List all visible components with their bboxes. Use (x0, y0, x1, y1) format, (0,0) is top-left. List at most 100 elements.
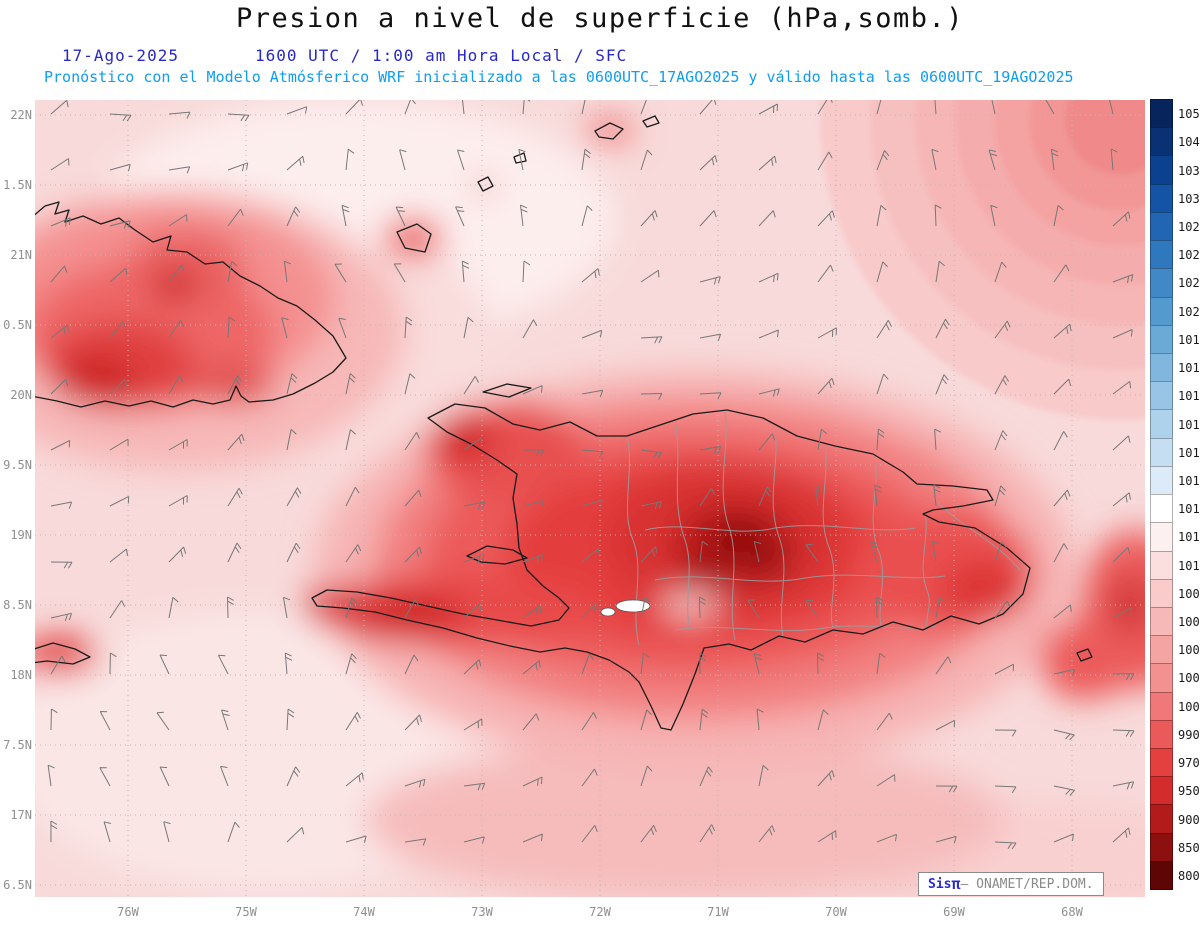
wind-barb (1112, 546, 1131, 563)
wind-barb (168, 214, 188, 227)
wind-barb (1053, 431, 1068, 451)
wind-barb (875, 596, 883, 619)
wind-barb (168, 375, 184, 395)
pressure-map-canvas (35, 100, 1145, 897)
lat-tick-label: 0.5N (3, 318, 32, 332)
wind-barb (817, 210, 835, 227)
watermark-sis: Sis (928, 876, 952, 892)
colorbar-swatch (1150, 606, 1173, 637)
wind-barb (286, 155, 305, 171)
colorbar-swatch (1150, 211, 1173, 242)
wind-barb (168, 166, 191, 174)
colorbar-value: 1019 (1178, 332, 1200, 347)
colorbar-value: 1015 (1178, 445, 1200, 460)
wind-barb (758, 825, 776, 843)
wind-barb (404, 373, 416, 395)
colorbar-row: 1014 (1150, 465, 1200, 496)
wind-barb (345, 835, 367, 843)
wind-barb (286, 766, 301, 787)
wind-barb (876, 428, 885, 451)
colorbar-value: 850 (1178, 840, 1200, 855)
wind-barb (404, 714, 422, 731)
wind-barb (699, 708, 709, 731)
wind-barb (1112, 781, 1135, 790)
wind-barb (640, 765, 653, 787)
forecast-time: 1600 UTC / 1:00 am Hora Local / SFC (255, 46, 628, 65)
wind-barb (876, 320, 892, 339)
wind-barb (817, 327, 837, 339)
wind-barb (581, 389, 604, 398)
lon-tick-label: 71W (707, 905, 729, 919)
wind-barb (581, 449, 604, 458)
wind-barb (640, 449, 663, 459)
wind-barb (994, 785, 1017, 794)
wind-barb (522, 449, 545, 457)
wind-barb (404, 838, 427, 846)
wind-barb (227, 375, 242, 395)
colorbar-row: 1015 (1150, 437, 1200, 467)
wind-barb (455, 206, 465, 227)
watermark-org: — ONAMET/REP.DOM. (960, 876, 1094, 892)
wind-barb (1112, 381, 1132, 395)
wind-barb (156, 711, 170, 731)
wind-barb (994, 375, 1010, 395)
wind-barb (463, 603, 482, 619)
colorbar-row: 1030 (1150, 183, 1200, 213)
colorbar-value: 900 (1178, 812, 1200, 827)
wind-barb (457, 149, 465, 171)
colorbar-value: 1016 (1178, 417, 1200, 432)
wind-barb (994, 841, 1017, 850)
wind-barb (404, 778, 426, 788)
forecast-date: 17-Ago-2025 (62, 46, 179, 65)
wind-barb (99, 711, 111, 731)
colorbar-swatch (1150, 296, 1173, 326)
lat-tick-label: 6.5N (3, 878, 32, 892)
wind-barb (581, 100, 586, 115)
wind-barb (109, 220, 131, 229)
wind-barb (581, 768, 598, 787)
wind-barb (522, 713, 540, 731)
wind-barb (1112, 435, 1131, 451)
lake-small (600, 607, 616, 617)
colorbar-swatch (1150, 352, 1173, 383)
lat-tick-label: 1.5N (3, 178, 32, 192)
wind-barb (994, 485, 1006, 507)
colorbar-value: 990 (1178, 727, 1200, 742)
wind-barb (284, 652, 293, 675)
colorbar-value: 1013 (1178, 502, 1200, 517)
wind-barb (935, 260, 945, 283)
colorbar-value: 950 (1178, 784, 1200, 799)
wind-barb (522, 100, 531, 115)
lat-tick-label: 18N (10, 668, 32, 682)
wind-barb (286, 542, 301, 563)
wind-barb (934, 204, 942, 227)
colorbar-swatch (1150, 99, 1173, 129)
colorbar-row: 1040 (1150, 127, 1200, 157)
wind-barb (876, 100, 882, 115)
wind-barb (109, 113, 132, 122)
wind-barb (699, 652, 707, 675)
wind-barb (699, 445, 722, 454)
wind-barb (404, 654, 419, 675)
lon-tick-label: 69W (943, 905, 965, 919)
wind-barb (522, 605, 542, 619)
wind-barb (1112, 274, 1134, 284)
colorbar-row: 990 (1150, 719, 1200, 750)
wind-barb (281, 317, 289, 339)
wind-barb (935, 596, 946, 619)
lat-tick-label: 19N (10, 528, 32, 542)
wind-barb (103, 821, 112, 843)
wind-barb (991, 100, 999, 115)
wind-barb (1112, 329, 1133, 339)
wind-barb (817, 377, 835, 395)
wind-barb (345, 429, 356, 451)
wind-barb (217, 654, 229, 675)
colorbar-value: 1025 (1178, 248, 1200, 263)
wind-barb (50, 612, 72, 622)
wind-barb (994, 261, 1007, 283)
wind-barb (227, 542, 242, 563)
wind-barb (404, 100, 417, 115)
wind-barb (168, 546, 187, 563)
wind-barb (286, 106, 308, 115)
